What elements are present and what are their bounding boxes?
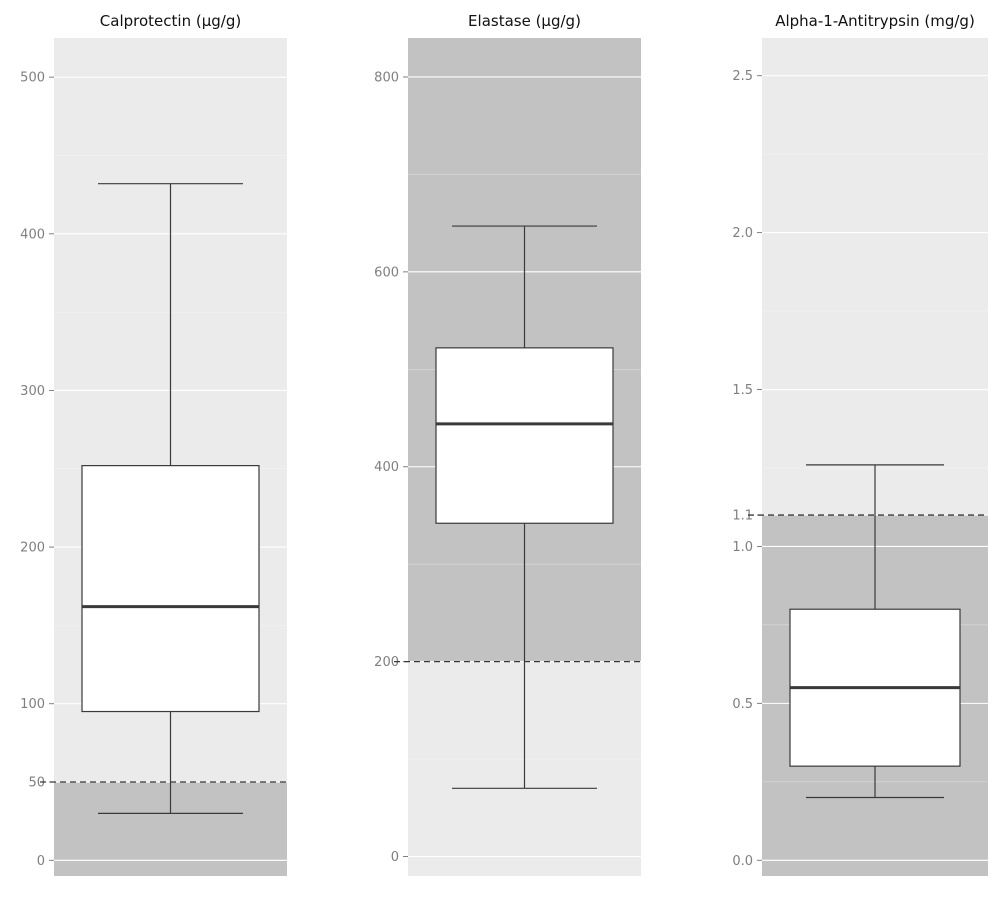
y-tick-label: 2.0: [732, 226, 753, 241]
y-tick-label: 500: [20, 71, 45, 86]
panel-1: 0 50 100 200 300 400 500 Calprotectin (µg/g): [20, 12, 287, 876]
panel-2: 0 200 400 600 800 Elastase (µg/g): [374, 12, 641, 876]
interquartile-box: [435, 347, 614, 524]
y-tick-label: 0: [391, 850, 399, 865]
y-tick-label: 50: [28, 776, 45, 791]
y-tick-label: 200: [20, 541, 45, 556]
y-tick-label: 400: [20, 227, 45, 242]
y-tick-label: 1.1: [732, 509, 753, 524]
panel-3: 0.0 0.5 1.0 1.1 1.5 2.0 2.5 Alpha-1-Antitrypsin…: [732, 12, 988, 876]
y-tick-label: 400: [374, 460, 399, 475]
y-tick-label: 0.5: [732, 697, 753, 712]
y-tick-label: 2.5: [732, 69, 753, 84]
y-tick-label: 800: [374, 70, 399, 85]
y-tick-label: 300: [20, 384, 45, 399]
y-tick-label: 1.0: [732, 540, 753, 555]
y-tick-label: 1.5: [732, 383, 753, 398]
y-tick-label: 100: [20, 697, 45, 712]
panel-title: Alpha-1-Antitrypsin (mg/g): [775, 12, 975, 30]
y-tick-label: 200: [374, 655, 399, 670]
panel-title: Elastase (µg/g): [468, 12, 581, 30]
y-tick-label: 0: [37, 854, 45, 869]
y-tick-label: 600: [374, 265, 399, 280]
interquartile-box: [81, 465, 260, 713]
y-tick-label: 0.0: [732, 854, 753, 869]
panel-title: Calprotectin (µg/g): [100, 12, 241, 30]
